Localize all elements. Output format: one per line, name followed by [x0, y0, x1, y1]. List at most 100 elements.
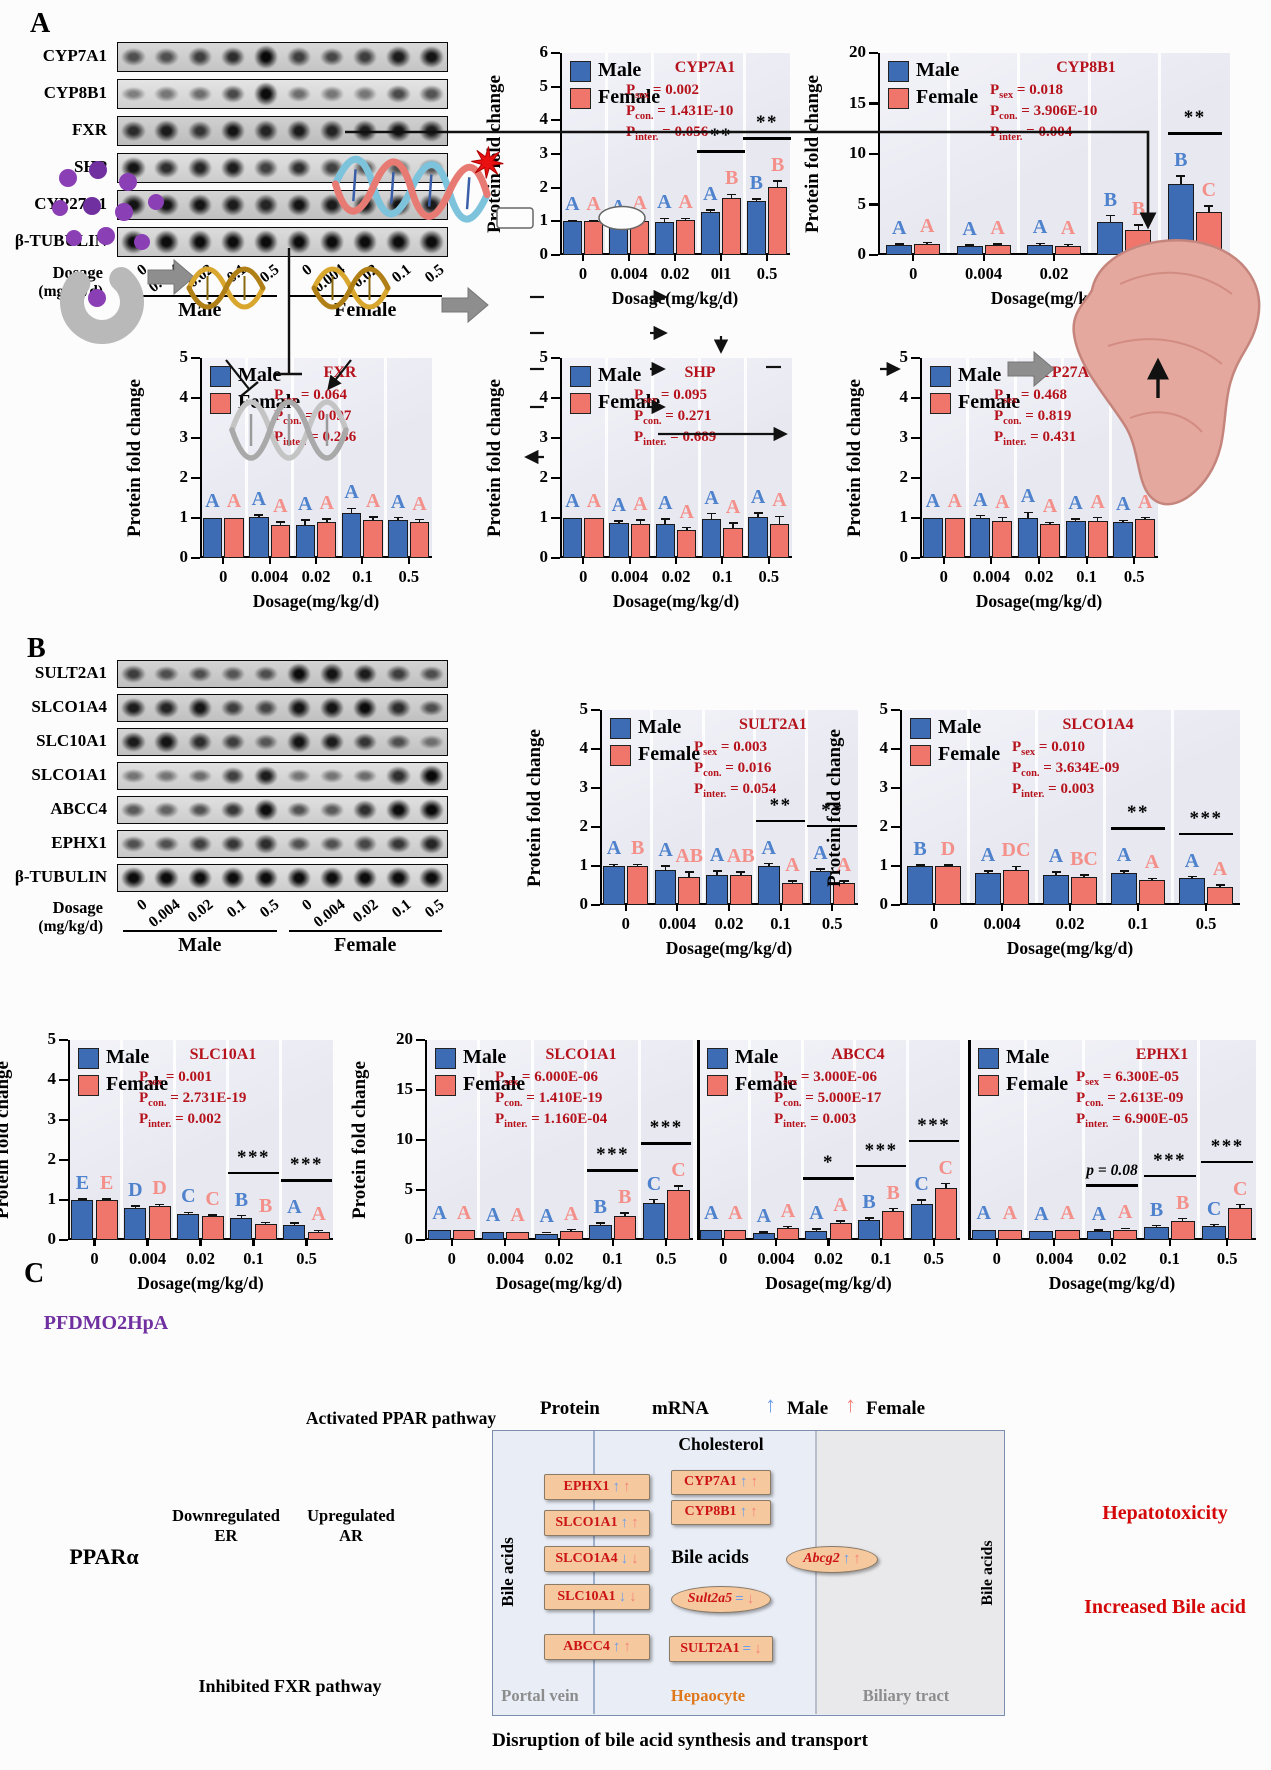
x-tick	[990, 558, 993, 564]
error-cap	[1093, 516, 1103, 519]
sig-letter: D	[152, 1177, 167, 1200]
x-tick-label: 0.1	[352, 567, 373, 586]
stats-line: Psex = 0.018	[990, 82, 1063, 101]
female-trend-icon: ↑	[853, 1550, 861, 1567]
blot-band	[121, 835, 146, 853]
stats-line: Pcon. = 2.731E-19	[139, 1090, 247, 1109]
sig-letter: C	[1233, 1177, 1248, 1200]
x-tick-label: 0.004	[757, 1249, 795, 1268]
gene-label: SLCO1A4	[555, 1551, 618, 1566]
blot-band	[121, 156, 146, 180]
legend-male-label: Male	[106, 1046, 150, 1068]
bar-male	[1065, 520, 1086, 558]
sig-line	[856, 1164, 907, 1168]
x-tick-label: 0.004	[1035, 1249, 1073, 1268]
legend-male-label: Male	[938, 716, 982, 738]
x-tick-label: 0.02	[714, 914, 744, 933]
blot-row-label: β-TUBULIN	[14, 867, 107, 886]
blot-band	[187, 193, 212, 217]
x-axis-label: Dosage(mg/kg/d)	[1048, 1273, 1176, 1293]
bar-male	[706, 874, 728, 905]
sig-letter: A	[780, 1199, 796, 1222]
sig-line	[587, 1169, 638, 1172]
sig-letter: A	[432, 1202, 447, 1224]
bar-female	[730, 874, 752, 905]
error-cap	[684, 871, 694, 874]
error-cap	[322, 518, 332, 520]
blot-band	[386, 766, 411, 786]
error-bar	[1055, 872, 1057, 876]
blot-row-label: CYP8B1	[43, 83, 107, 102]
legend-female-label: Female	[638, 743, 701, 765]
x-tick-label: 0.02	[814, 1249, 843, 1268]
blot-band	[220, 834, 246, 854]
y-tick-label: 0	[539, 547, 549, 566]
y-tick-label: 5	[539, 75, 549, 95]
y-tick	[591, 825, 600, 829]
error-bar	[1067, 244, 1069, 247]
blot-band	[419, 734, 444, 750]
legend-male-label: Male	[916, 59, 960, 81]
y-tick	[911, 556, 920, 560]
sig-letter: A	[606, 837, 622, 860]
legend-male-swatch	[210, 366, 231, 387]
bar-male	[654, 222, 674, 255]
y-tick-label: 10	[849, 143, 866, 162]
x-tick	[407, 558, 410, 564]
error-cap	[975, 514, 985, 517]
bar-female	[317, 522, 337, 558]
x-tick-label: 0.004	[965, 264, 1003, 283]
bar-female	[1055, 246, 1081, 255]
sig-letter: A	[456, 1202, 472, 1224]
sig-letter: A	[298, 493, 313, 515]
stats-line: Psex = 0.468	[994, 387, 1067, 406]
grid-separator	[1034, 710, 1038, 903]
blot-row-label: β-TUBULIN	[14, 231, 107, 250]
error-bar	[599, 1223, 602, 1225]
x-tick	[765, 255, 769, 261]
x-tick-label: 0.5	[1195, 914, 1217, 933]
stats-line: Psex = 0.002	[626, 82, 699, 101]
bar-male	[177, 1214, 200, 1240]
error-cap	[347, 507, 357, 510]
error-cap	[1215, 884, 1225, 886]
x-axis-label: Dosage(mg/kg/d)	[611, 288, 739, 308]
gene-abcc4: ABCC4 ↑ ↑	[544, 1634, 650, 1660]
legend-female-label: Female	[598, 391, 661, 413]
sig-letter: A	[539, 1205, 554, 1228]
bar-female	[935, 866, 961, 905]
y-tick-label: 3	[539, 427, 549, 446]
blot-band	[319, 835, 345, 853]
y-tick	[191, 476, 200, 480]
sig-stars: **	[821, 799, 844, 821]
sig-line	[1167, 132, 1222, 135]
blot-band	[253, 194, 279, 216]
gene-label: Abcg2	[803, 1551, 840, 1566]
bar-female	[506, 1232, 529, 1240]
grid-separator	[800, 1040, 804, 1238]
bar-female	[363, 520, 383, 558]
x-tick	[673, 255, 677, 261]
bar-female	[1113, 1229, 1138, 1240]
sig-letter: A	[836, 854, 852, 877]
legend-female-label: Female	[1006, 1073, 1069, 1095]
x-tick-label: 0.004	[486, 1249, 524, 1268]
x-tick-label: 0.02	[660, 264, 690, 283]
blot-band	[154, 665, 179, 683]
bar-female	[722, 197, 742, 255]
y-tick-label: 3	[539, 143, 549, 162]
y-tick	[869, 51, 878, 55]
grid-separator	[584, 1040, 588, 1238]
legend-female-swatch	[610, 745, 631, 766]
y-tick-label: 0	[879, 894, 889, 913]
blot-band	[253, 867, 279, 889]
blot-row-label: SHP	[73, 157, 107, 176]
x-tick-label: 0.1	[1159, 1249, 1180, 1268]
y-tick-label: 0	[404, 1229, 414, 1248]
blot-band	[419, 45, 444, 69]
sig-stars: ***	[649, 1117, 683, 1138]
bar-female	[95, 1200, 118, 1240]
legend-female-label: Female	[106, 1073, 169, 1095]
x-tick	[93, 1240, 96, 1246]
bar-female	[452, 1230, 476, 1240]
